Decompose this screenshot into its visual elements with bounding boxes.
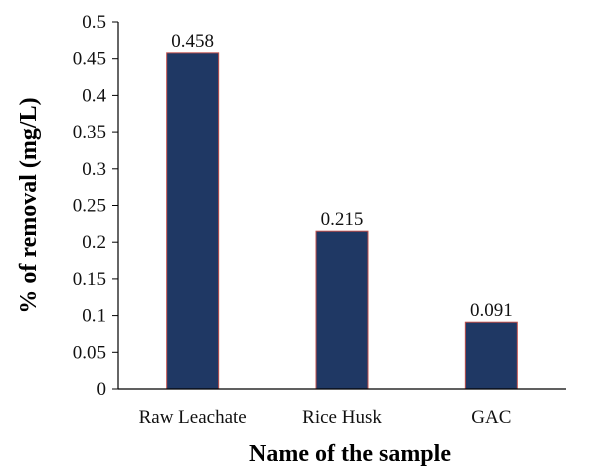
- y-tick-label: 0.05: [73, 342, 106, 363]
- y-tick-label: 0.45: [73, 49, 106, 70]
- y-tick-label: 0.35: [73, 122, 106, 143]
- bar-gac: [464, 321, 518, 390]
- y-tick-label: 0.2: [82, 232, 106, 253]
- data-labels: 0.458 0.215 0.091: [171, 31, 512, 321]
- y-tick-label: 0.4: [82, 85, 106, 106]
- x-tick-label: Raw Leachate: [139, 407, 247, 428]
- bar-rice-husk: [315, 230, 369, 390]
- data-label: 0.091: [470, 300, 513, 321]
- x-tick-label: GAC: [471, 407, 511, 428]
- data-label: 0.215: [321, 209, 364, 230]
- x-tick-label: Rice Husk: [302, 407, 382, 428]
- x-axis-ticks: Raw Leachate Rice Husk GAC: [139, 407, 512, 428]
- y-tick-label: 0.1: [82, 306, 106, 327]
- data-label: 0.458: [171, 31, 214, 52]
- y-tick-label: 0.25: [73, 196, 106, 217]
- bars: [166, 52, 518, 390]
- bar-raw-leachate: [166, 52, 220, 390]
- y-tick-label: 0.3: [82, 159, 106, 180]
- y-axis-ticks: 0 0.05 0.1 0.15 0.2 0.25 0.3 0.35 0.4 0.45 0.5: [73, 12, 118, 400]
- y-tick-label: 0.5: [82, 12, 106, 33]
- y-axis-title: % of removal (mg/L): [16, 97, 42, 313]
- y-tick-label: 0: [97, 379, 107, 400]
- y-tick-label: 0.15: [73, 269, 106, 290]
- x-axis-title: Name of the sample: [249, 441, 451, 467]
